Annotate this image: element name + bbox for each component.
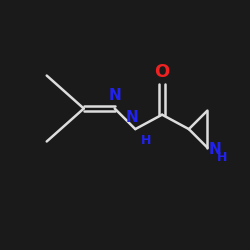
Text: N: N	[126, 110, 138, 125]
Text: N: N	[108, 88, 121, 103]
Text: N: N	[208, 142, 221, 157]
Text: H: H	[140, 134, 151, 147]
Text: O: O	[154, 63, 170, 81]
Text: H: H	[217, 152, 227, 164]
